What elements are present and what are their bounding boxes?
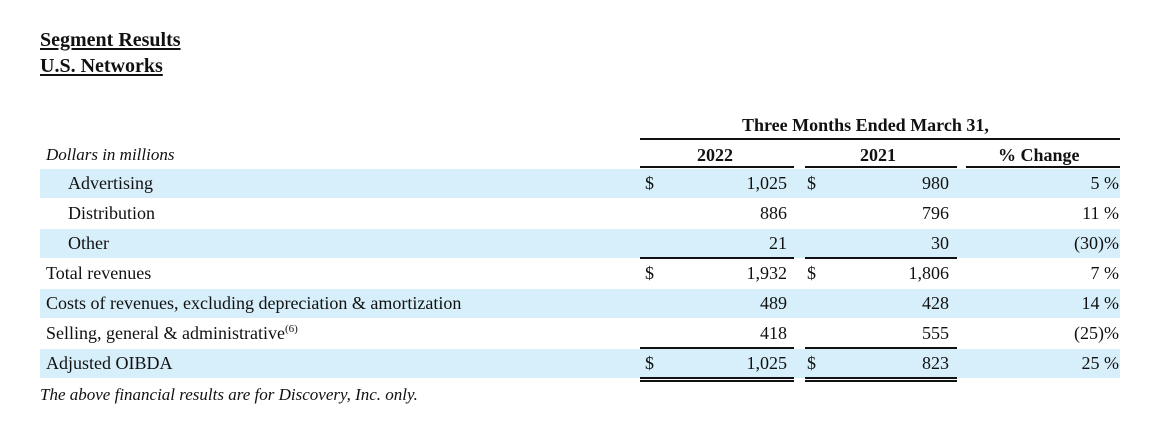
table-row-total-revenues: Total revenues $ 1,932 $ 1,806 7 % xyxy=(0,258,1164,288)
col-2021-header-rule xyxy=(805,166,957,168)
value-2021: 30 xyxy=(931,233,949,253)
subtotal-rule-2021 xyxy=(805,257,957,259)
us-networks-subtitle: U.S. Networks xyxy=(40,55,163,77)
value-2021: 428 xyxy=(922,293,949,313)
period-header: Three Months Ended March 31, xyxy=(742,115,989,135)
value-2021: 796 xyxy=(922,203,949,223)
table-row-sga: Selling, general & administrative(6) 418… xyxy=(0,318,1164,348)
units-label: Dollars in millions xyxy=(46,145,175,164)
value-change: (30)% xyxy=(1074,233,1119,253)
total-double-rule-2022-b xyxy=(640,380,794,382)
value-2022: 418 xyxy=(760,323,787,343)
value-2022: 1,932 xyxy=(746,263,788,283)
row-label: Costs of revenues, excluding depreciatio… xyxy=(46,293,462,313)
value-2022: 1,025 xyxy=(746,353,788,373)
value-change: 5 % xyxy=(1090,173,1120,193)
row-band-adjusted-oibda xyxy=(40,349,1120,378)
currency-symbol: $ xyxy=(807,353,816,373)
table-row-advertising: Advertising $ 1,025 $ 980 5 % xyxy=(0,168,1164,198)
column-header-change: % Change xyxy=(998,145,1080,165)
col-change-header-rule xyxy=(966,166,1120,168)
row-band-costs xyxy=(40,289,1120,318)
total-double-rule-2022-a xyxy=(640,377,794,379)
row-band-advertising xyxy=(40,169,1120,198)
row-label: Other xyxy=(68,233,109,253)
row-label: Adjusted OIBDA xyxy=(46,353,173,373)
currency-symbol: $ xyxy=(645,173,654,193)
column-header-2022: 2022 xyxy=(697,145,733,165)
value-2021: 1,806 xyxy=(908,263,950,283)
value-2022: 1,025 xyxy=(746,173,788,193)
row-label: Advertising xyxy=(68,173,153,193)
value-change: (25)% xyxy=(1074,323,1119,343)
value-2021: 555 xyxy=(922,323,949,343)
value-change: 11 % xyxy=(1082,203,1119,223)
row-band-other xyxy=(40,229,1120,258)
value-2022: 21 xyxy=(769,233,787,253)
currency-symbol: $ xyxy=(807,263,816,283)
table-row-distribution: Distribution 886 796 11 % xyxy=(0,198,1164,228)
row-label-text: Selling, general & administrative xyxy=(46,323,285,343)
footnote-text: The above financial results are for Disc… xyxy=(40,385,418,404)
period-header-rule xyxy=(640,138,1120,140)
pre-total-rule-2021 xyxy=(805,347,957,349)
subtotal-rule-2022 xyxy=(640,257,794,259)
value-2022: 886 xyxy=(760,203,787,223)
currency-symbol: $ xyxy=(645,263,654,283)
value-2021: 823 xyxy=(922,353,949,373)
col-2022-header-rule xyxy=(640,166,794,168)
pre-total-rule-2022 xyxy=(640,347,794,349)
row-label: Distribution xyxy=(68,203,156,223)
value-change: 25 % xyxy=(1081,353,1120,373)
value-change: 14 % xyxy=(1081,293,1120,313)
table-row-other: Other 21 30 (30)% xyxy=(0,228,1164,258)
value-2021: 980 xyxy=(922,173,949,193)
row-label: Total revenues xyxy=(46,263,152,283)
footnote-marker: (6) xyxy=(284,323,298,335)
table-row-costs-of-revenues: Costs of revenues, excluding depreciatio… xyxy=(0,288,1164,318)
currency-symbol: $ xyxy=(645,353,654,373)
segment-results-title: Segment Results xyxy=(40,29,181,51)
total-double-rule-2021-b xyxy=(805,380,957,382)
value-change: 7 % xyxy=(1090,263,1120,283)
row-label: Selling, general & administrative(6) xyxy=(46,318,298,348)
value-2022: 489 xyxy=(760,293,787,313)
currency-symbol: $ xyxy=(807,173,816,193)
column-header-2021: 2021 xyxy=(860,145,896,165)
total-double-rule-2021-a xyxy=(805,377,957,379)
table-row-adjusted-oibda: Adjusted OIBDA $ 1,025 $ 823 25 % xyxy=(0,348,1164,378)
